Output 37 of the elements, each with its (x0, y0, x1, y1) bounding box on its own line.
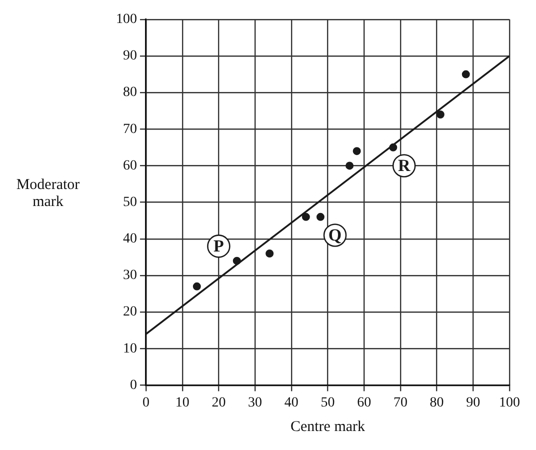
point (462, 70, 470, 78)
point (389, 143, 398, 152)
y-tick-label: 90 (123, 48, 137, 64)
point (436, 110, 444, 119)
x-tick-label: 80 (430, 395, 444, 410)
y-axis-title: Moderator mark (15, 177, 81, 212)
x-tick-label: 10 (175, 395, 190, 410)
annotation: R (398, 156, 411, 176)
y-tick-label: 30 (123, 268, 137, 284)
x-tick-label: 0 (142, 395, 150, 410)
x-tick-label: 90 (466, 395, 480, 410)
x-axis-title: Centre mark (290, 418, 366, 435)
y-tick-label: 20 (123, 304, 137, 320)
y-tick-label: 70 (123, 122, 137, 137)
x-tick-label: 30 (248, 395, 262, 410)
y-tick-label: 100 (116, 12, 137, 28)
point (192, 282, 201, 290)
point (352, 147, 361, 156)
point (346, 162, 354, 170)
x-tick-label: 40 (284, 395, 298, 410)
x-tick-label: 70 (393, 395, 408, 410)
point (316, 212, 324, 221)
x-tick-label: 50 (320, 395, 335, 410)
x-tick-label: 20 (212, 395, 226, 410)
y-tick-label: 80 (123, 85, 137, 100)
point (266, 250, 274, 258)
x-tick-label: 100 (499, 395, 520, 410)
point (232, 256, 241, 265)
y-tick-label: 50 (123, 194, 137, 210)
point (302, 212, 310, 221)
annotation: P (214, 236, 224, 256)
y-tick-label: 40 (123, 232, 137, 247)
y-tick-label: 60 (123, 158, 137, 174)
x-tick-label: 60 (357, 395, 372, 410)
y-tick-label: 0 (130, 378, 137, 393)
y-tick-label: 10 (123, 341, 137, 356)
annotation: Q (328, 226, 342, 245)
